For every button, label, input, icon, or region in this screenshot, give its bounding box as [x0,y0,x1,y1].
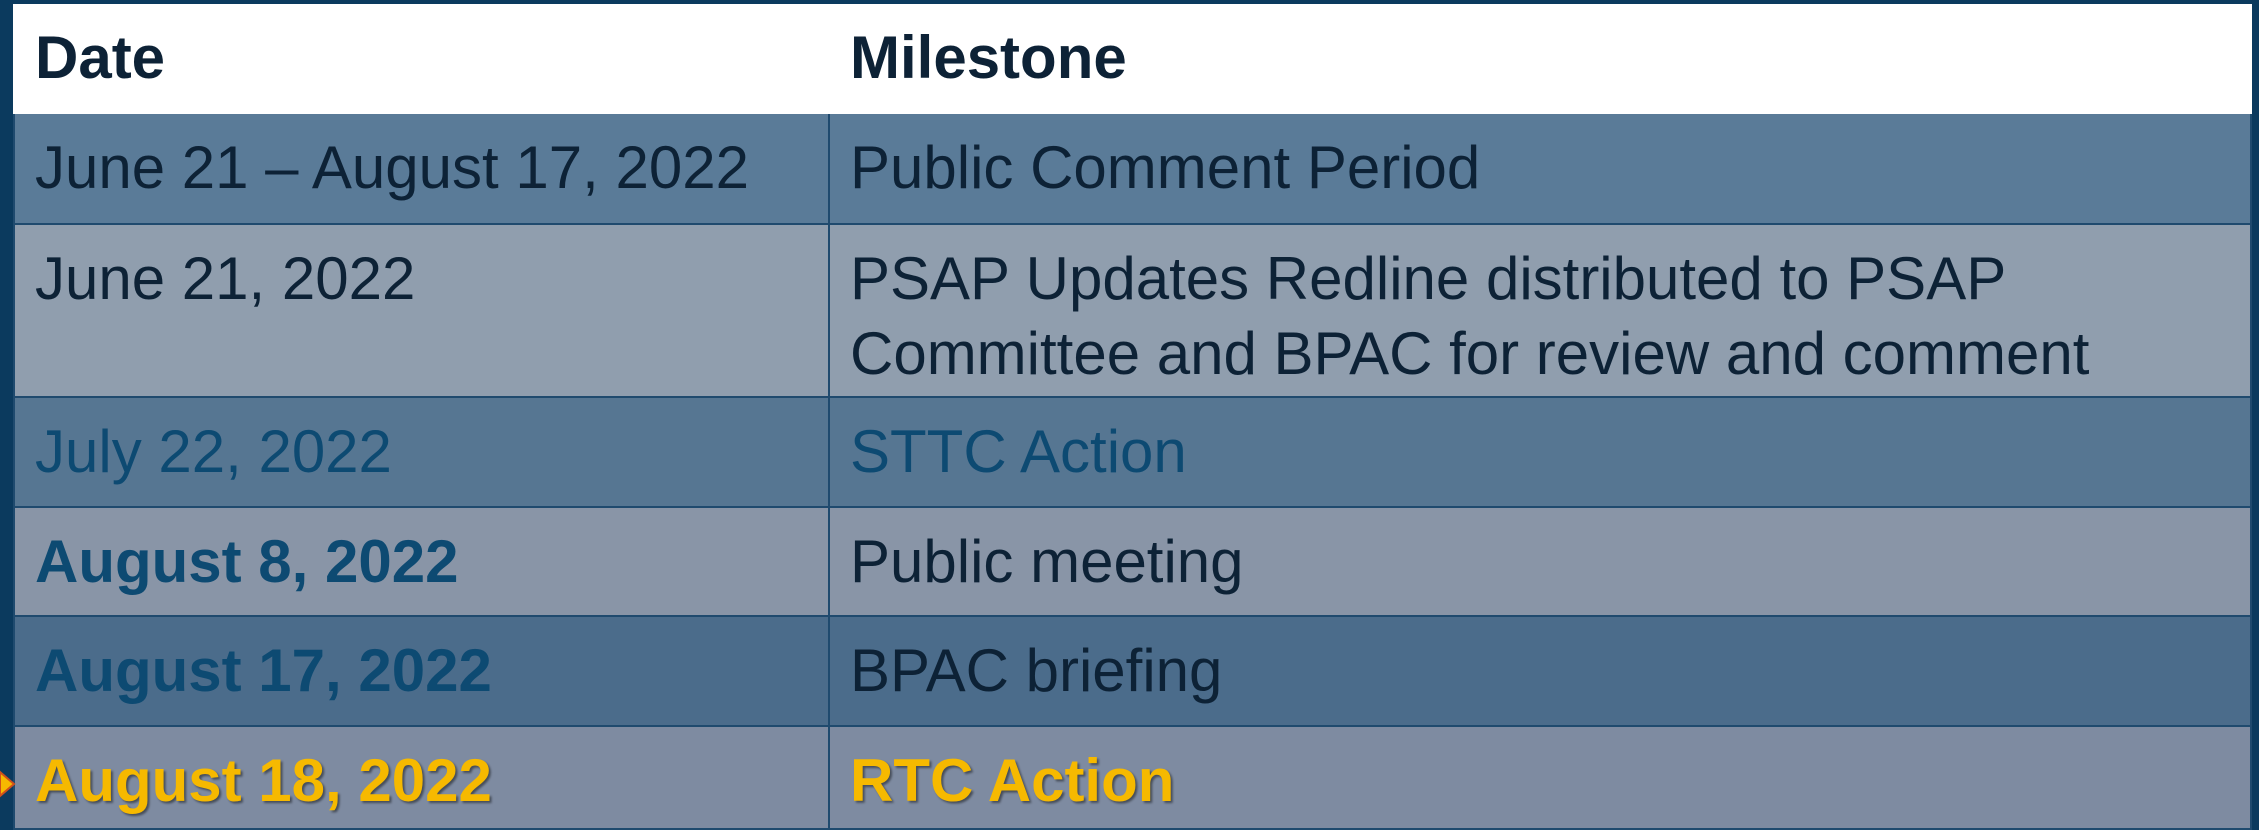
milestone-cell: RTC Action [828,725,2252,830]
header-cell: Milestone [828,4,2252,114]
date-cell: June 21 – August 17, 2022 [13,112,830,225]
marker-arrow [0,770,16,798]
date-cell: August 17, 2022 [13,615,830,727]
row: August 8, 2022 Public meeting [13,506,2252,617]
milestone-cell: Public meeting [828,506,2252,617]
header-row: Date Milestone [13,4,2252,114]
milestone-table: Date Milestone June 21 – August 17, 2022… [13,4,2252,830]
row: August 17, 2022 BPAC briefing [13,615,2252,727]
milestone-cell: STTC Action [828,396,2252,508]
row: July 22, 2022 STTC Action [13,396,2252,508]
row: August 18, 2022 RTC Action [13,725,2252,830]
date-cell: June 21, 2022 [13,223,830,398]
row: June 21 – August 17, 2022 Public Comment… [13,112,2252,225]
milestone-cell: PSAP Updates Redline distributed to PSAP… [828,223,2252,398]
date-cell: August 8, 2022 [13,506,830,617]
date-cell: July 22, 2022 [13,396,830,508]
milestone-cell: BPAC briefing [828,615,2252,727]
header-cell: Date [13,4,830,114]
date-cell: August 18, 2022 [13,725,830,830]
row: June 21, 2022 PSAP Updates Redline distr… [13,223,2252,398]
milestone-table-frame: Date Milestone June 21 – August 17, 2022… [13,4,2252,830]
milestone-cell: Public Comment Period [828,112,2252,225]
current-marker [0,770,16,798]
